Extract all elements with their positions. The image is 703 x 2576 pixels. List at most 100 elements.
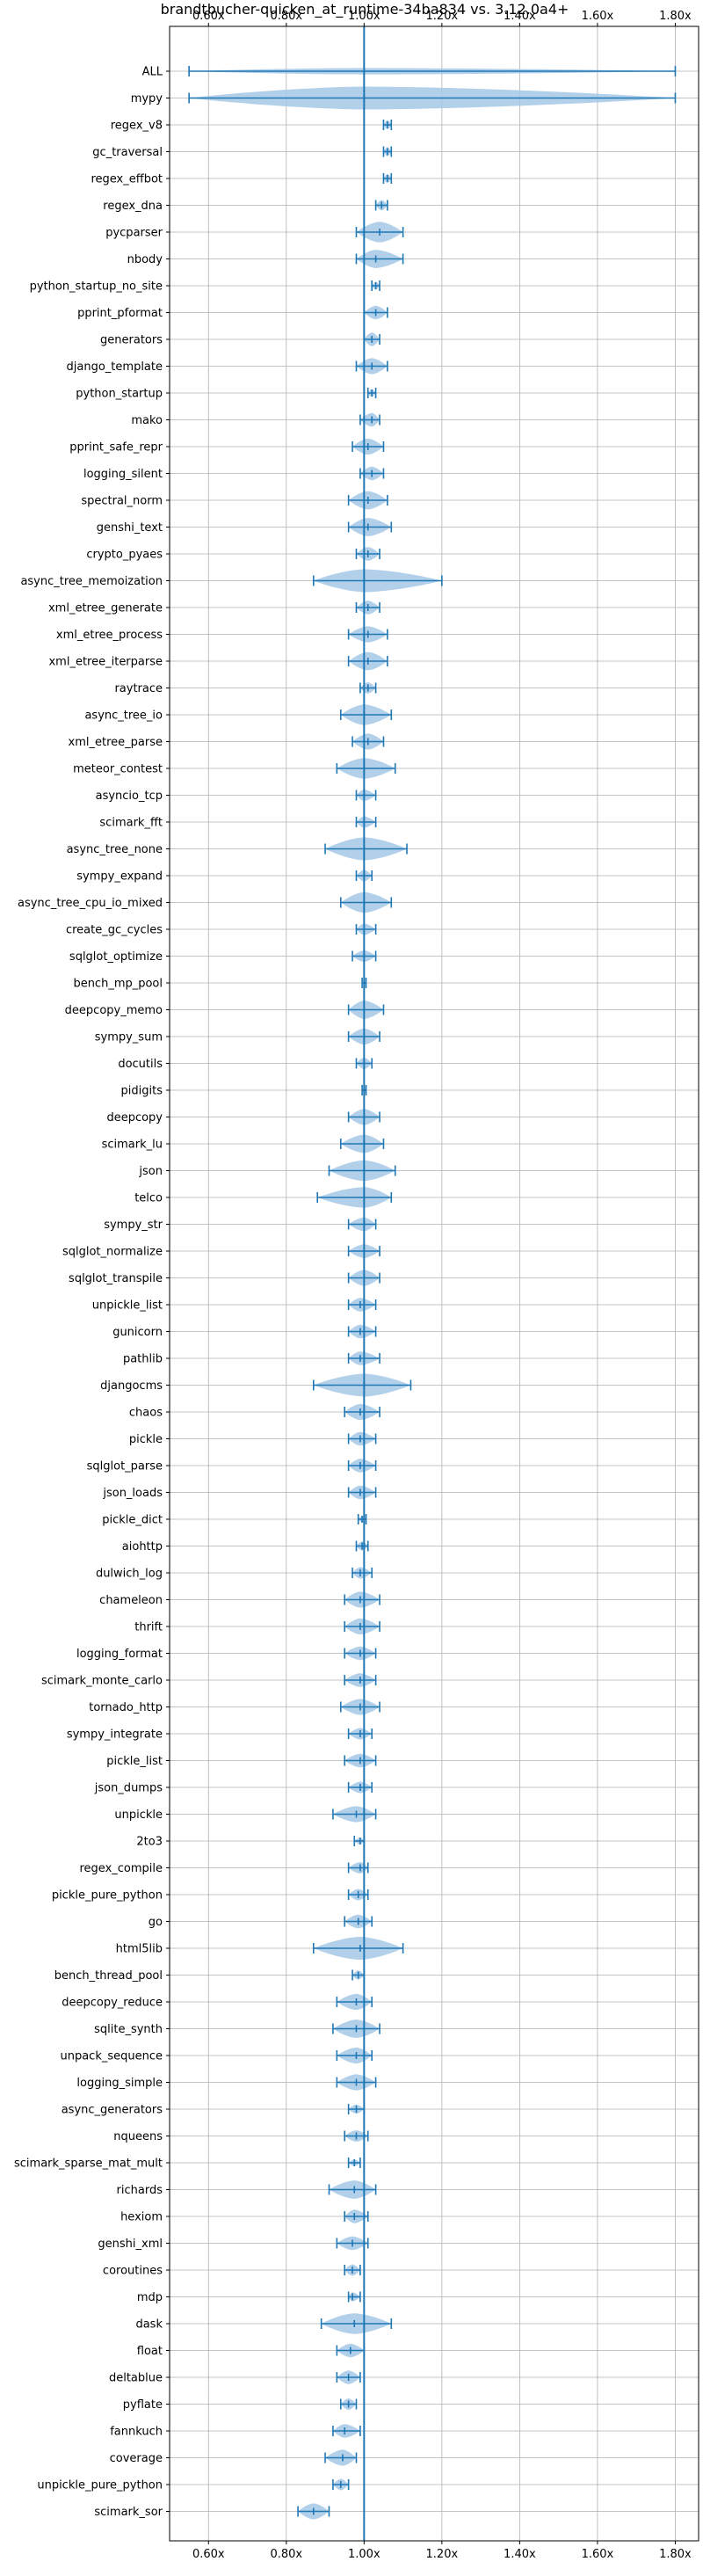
category-label: thrift: [134, 1621, 163, 1634]
category-label: sqlglot_optimize: [69, 950, 163, 964]
category-label: nbody: [127, 253, 163, 266]
category-label: sqlglot_normalize: [62, 1246, 163, 1259]
plot-frame: [169, 25, 699, 2542]
category-label: genshi_xml: [98, 2238, 163, 2251]
category-label: pathlib: [123, 1353, 163, 1366]
category-label: regex_compile: [79, 1862, 163, 1875]
category-label: coverage: [110, 2452, 163, 2465]
category-label: logging_simple: [76, 2077, 163, 2090]
category-label: hexiom: [120, 2211, 163, 2224]
x-tick-label-bottom: 1.40x: [504, 2548, 536, 2561]
category-label: mako: [131, 414, 163, 427]
category-label: nqueens: [113, 2130, 163, 2143]
category-label: sympy_sum: [95, 1031, 163, 1044]
category-label: fannkuch: [110, 2426, 163, 2439]
x-tick-label-bottom: 1.60x: [582, 2548, 614, 2561]
category-label: logging_silent: [83, 468, 163, 481]
category-label: json: [138, 1165, 163, 1178]
category-label: regex_dna: [103, 200, 163, 213]
category-label: sympy_integrate: [67, 1728, 163, 1742]
category-label: xml_etree_process: [56, 629, 163, 642]
x-tick-label-bottom: 1.20x: [426, 2548, 459, 2561]
category-label: pickle_pure_python: [52, 1889, 163, 1903]
x-tick-label-top: 0.60x: [192, 10, 225, 23]
category-label: pickle: [129, 1433, 163, 1446]
category-label: deltablue: [109, 2372, 163, 2385]
category-label: scimark_sor: [94, 2506, 163, 2519]
x-tick-label-bottom: 1.80x: [659, 2548, 692, 2561]
x-axis-bottom: 0.60x 0.80x 1.00x 1.20x 1.40x 1.60x 1.80x: [192, 2541, 692, 2561]
chart-title: brandtbucher-quicken_at_runtime-34ba834 …: [161, 1, 569, 18]
category-labels: ALL mypy regex_v8 gc_traversal regex_effbotr…: [14, 66, 170, 2519]
category-label: docutils: [118, 1058, 163, 1071]
grid-lines: [170, 26, 699, 2541]
category-label: json_loads: [102, 1487, 163, 1500]
x-tick-label-bottom: 1.00x: [348, 2548, 380, 2561]
category-label: async_generators: [62, 2104, 163, 2117]
category-label: djangocms: [100, 1379, 163, 1393]
category-label: tornado_http: [89, 1701, 163, 1714]
x-tick-label-top: 1.20x: [426, 10, 459, 23]
category-label: sqlite_synth: [94, 2023, 163, 2036]
category-label: scimark_monte_carlo: [41, 1675, 163, 1688]
category-label: dulwich_log: [96, 1568, 163, 1581]
category-label: telco: [134, 1192, 163, 1205]
category-label: aiohttp: [122, 1540, 163, 1554]
category-label: 2to3: [136, 1836, 163, 1849]
x-tick-label-top: 1.80x: [659, 10, 692, 23]
category-label: dask: [135, 2318, 163, 2332]
category-label: deepcopy: [106, 1111, 163, 1124]
x-tick-label-top: 0.80x: [270, 10, 302, 23]
category-label: unpack_sequence: [60, 2050, 163, 2063]
category-label: bench_thread_pool: [54, 1969, 163, 1983]
category-label: go: [149, 1916, 163, 1929]
x-tick-label-bottom: 0.80x: [270, 2548, 302, 2561]
category-label: mdp: [137, 2291, 163, 2304]
category-label: generators: [100, 334, 163, 347]
category-label: pprint_safe_repr: [69, 441, 163, 455]
category-label: float: [137, 2345, 163, 2358]
category-label: unpickle_list: [92, 1299, 163, 1313]
violins: [188, 66, 677, 2520]
category-label: python_startup: [76, 388, 163, 401]
category-label: pickle_list: [106, 1755, 163, 1768]
category-label: asyncio_tcp: [96, 790, 163, 803]
category-label: gunicorn: [112, 1326, 163, 1339]
category-label: coroutines: [103, 2265, 163, 2278]
category-label: django_template: [67, 360, 163, 374]
x-tick-label-top: 1.00x: [348, 10, 380, 23]
x-tick-label-top: 1.40x: [504, 10, 536, 23]
category-label: xml_etree_parse: [69, 736, 163, 749]
category-label: pycparser: [105, 227, 163, 240]
category-label: create_gc_cycles: [66, 924, 163, 937]
category-label: genshi_text: [97, 521, 163, 535]
category-label: richards: [117, 2184, 163, 2197]
category-label: deepcopy_memo: [65, 1004, 163, 1017]
category-label: chaos: [129, 1407, 163, 1420]
x-axis-top: 0.60x 0.80x 1.00x 1.20x 1.40x 1.60x 1.80x: [192, 10, 692, 26]
category-label: sympy_str: [104, 1219, 163, 1232]
category-label: pyflate: [123, 2398, 163, 2412]
category-label: chameleon: [99, 1594, 163, 1607]
category-label: scimark_sparse_mat_mult: [14, 2158, 163, 2171]
category-label: async_tree_cpu_io_mixed: [18, 897, 163, 910]
category-label: xml_etree_iterparse: [48, 656, 163, 669]
category-label: spectral_norm: [81, 495, 163, 508]
category-label: unpickle: [114, 1808, 163, 1822]
category-label: sqlglot_transpile: [69, 1272, 163, 1285]
category-label: async_tree_io: [84, 709, 163, 723]
category-label: sqlglot_parse: [87, 1460, 163, 1474]
category-label: logging_format: [76, 1648, 163, 1661]
category-label: deepcopy_reduce: [62, 1997, 163, 2010]
category-label: python_startup_no_site: [30, 280, 163, 294]
category-label: raytrace: [114, 682, 163, 695]
x-tick-label-top: 1.60x: [582, 10, 614, 23]
category-label: sympy_expand: [76, 870, 163, 884]
category-label: crypto_pyaes: [86, 549, 163, 562]
category-label: pickle_dict: [102, 1514, 163, 1527]
category-label: async_tree_none: [67, 843, 163, 856]
category-label: scimark_lu: [102, 1139, 163, 1152]
category-label: html5lib: [116, 1943, 163, 1956]
category-label: regex_v8: [111, 120, 163, 133]
